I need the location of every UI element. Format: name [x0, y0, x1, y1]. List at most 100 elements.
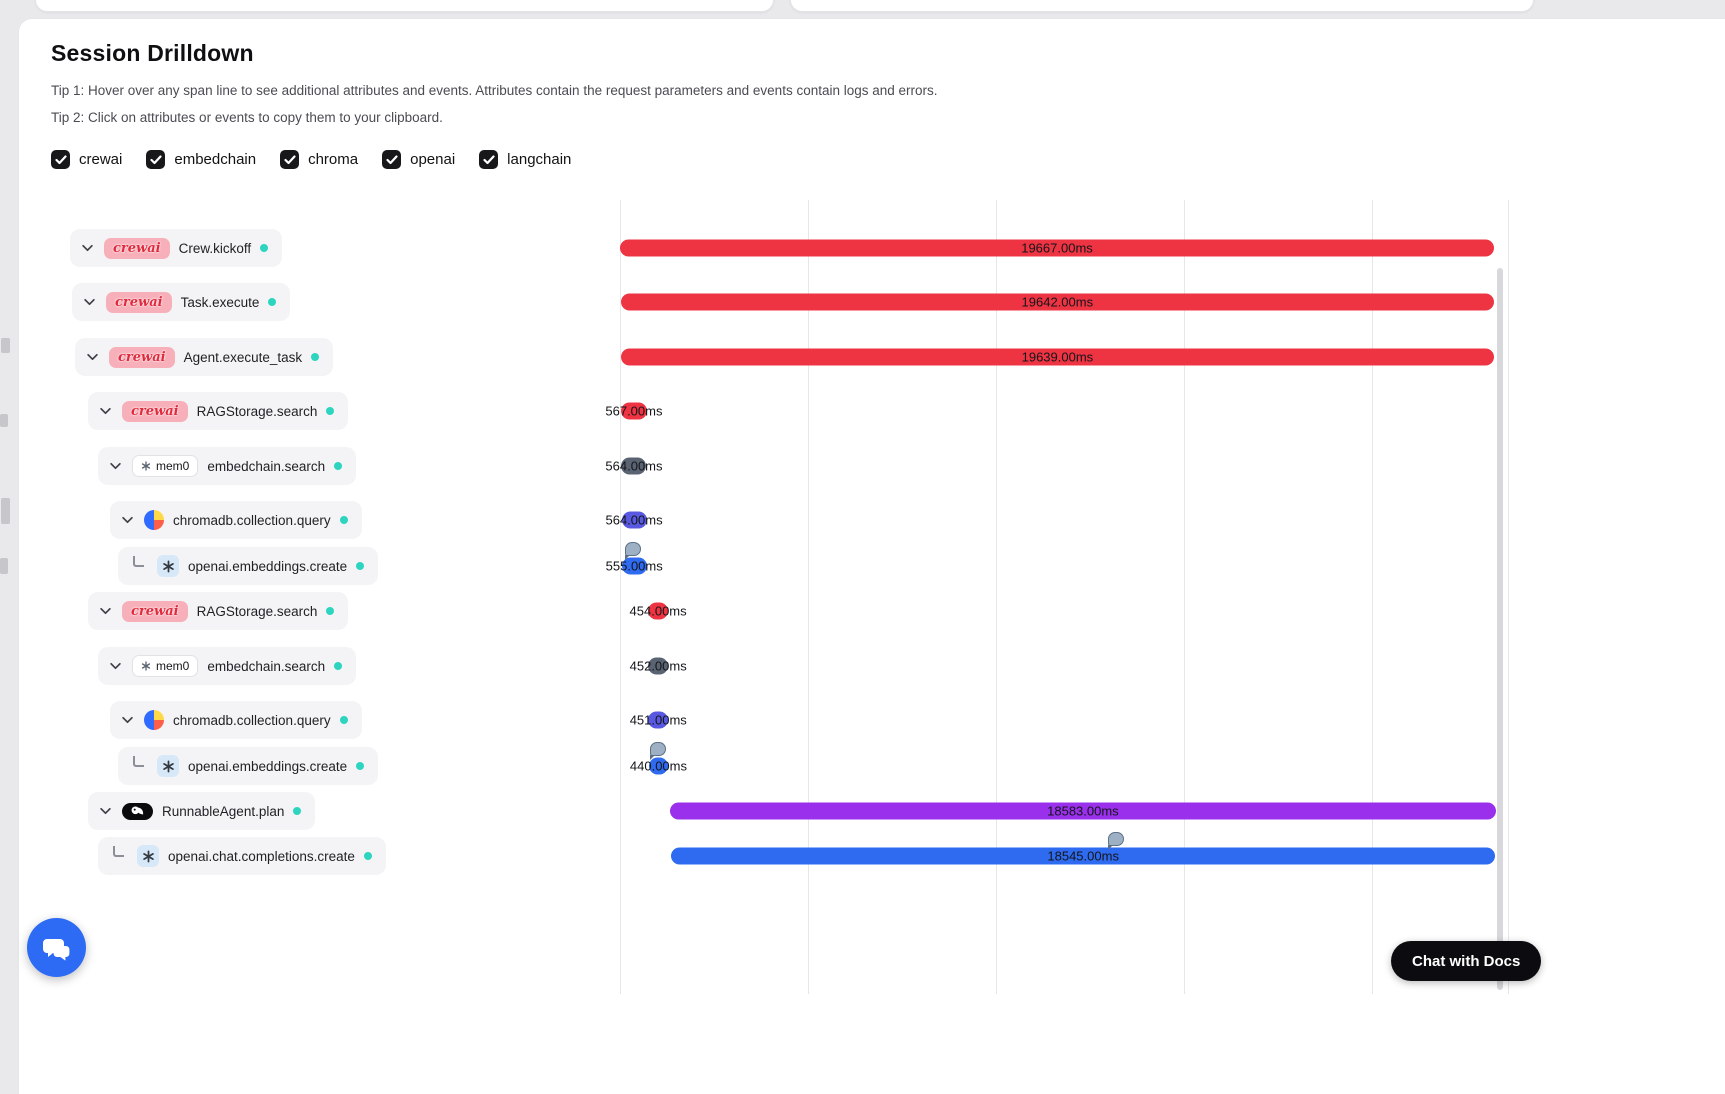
span-duration: 19642.00ms: [1021, 294, 1094, 310]
span-bar[interactable]: [620, 293, 1494, 311]
span-row-header[interactable]: crewai RAGStorage.search: [88, 392, 349, 430]
chat-with-docs-button[interactable]: Chat with Docs: [1391, 941, 1542, 981]
span-name: RAGStorage.search: [196, 403, 318, 419]
span-row-header[interactable]: openai.chat.completions.create: [98, 837, 386, 875]
checkbox-checked-icon[interactable]: [479, 150, 499, 169]
checkbox-checked-icon[interactable]: [146, 150, 166, 169]
filter-label: openai: [410, 151, 456, 168]
mem0-label: mem0: [156, 459, 190, 473]
checkbox-checked-icon[interactable]: [51, 150, 70, 169]
span-row-header[interactable]: openai.embeddings.create: [118, 547, 379, 585]
gridline: [1372, 200, 1373, 994]
span-row-header[interactable]: crewai RAGStorage.search: [88, 592, 349, 630]
filter-bar: crewai embedchain chroma openai langchain: [51, 150, 571, 169]
chevron-down-icon[interactable]: [120, 513, 135, 527]
filter-label: langchain: [507, 151, 572, 168]
event-bubble-icon[interactable]: [1108, 832, 1125, 850]
chevron-down-icon[interactable]: [108, 659, 123, 673]
span-duration: 564.00ms: [605, 512, 663, 528]
crewai-logo-icon: crewai: [106, 291, 172, 313]
trace-row: openai.embeddings.create 555.00ms: [0, 539, 1725, 593]
span-bar[interactable]: [669, 802, 1496, 820]
span-bar[interactable]: [621, 348, 1494, 366]
mem0-asterisk-icon: [141, 461, 151, 471]
span-bar[interactable]: [648, 657, 669, 675]
span-bar[interactable]: [620, 239, 1494, 257]
span-row-header[interactable]: crewai Agent.execute_task: [75, 338, 334, 376]
mem0-logo-badge: mem0: [132, 655, 199, 677]
trace-row: crewai RAGStorage.search 567.00ms: [0, 384, 1725, 438]
filter-crewai[interactable]: crewai: [51, 150, 122, 169]
status-dot: [311, 353, 320, 361]
span-row-header[interactable]: mem0 embedchain.search: [98, 447, 357, 485]
event-bubble-icon[interactable]: [649, 742, 666, 760]
span-row-header[interactable]: openai.embeddings.create: [118, 747, 379, 785]
tip1-text: Tip 1: Hover over any span line to see a…: [51, 83, 938, 98]
span-bar[interactable]: [647, 602, 669, 620]
span-row-header[interactable]: RunnableAgent.plan: [88, 792, 316, 830]
chevron-down-icon[interactable]: [98, 804, 113, 818]
span-duration: 564.00ms: [605, 458, 663, 474]
chat-widget-button[interactable]: [27, 918, 86, 977]
left-edge-fragment: [0, 414, 8, 427]
span-bar[interactable]: [621, 511, 647, 529]
crewai-logo-icon: crewai: [122, 400, 188, 422]
event-bubble-icon[interactable]: [624, 542, 641, 560]
chroma-logo-icon: [144, 710, 164, 730]
span-row-header[interactable]: chromadb.collection.query: [110, 501, 362, 539]
span-bar[interactable]: [648, 757, 669, 775]
span-duration: 454.00ms: [629, 603, 687, 619]
filter-label: crewai: [79, 151, 123, 168]
gridline: [1184, 200, 1185, 994]
span-bar[interactable]: [648, 711, 669, 729]
filter-embedchain[interactable]: embedchain: [146, 150, 256, 169]
span-row-header[interactable]: crewai Task.execute: [72, 283, 291, 321]
left-edge-fragment: [1, 338, 10, 353]
filter-langchain[interactable]: langchain: [479, 150, 571, 169]
span-name: Agent.execute_task: [183, 349, 303, 365]
span-name: embedchain.search: [207, 458, 326, 474]
trace-row: mem0 embedchain.search 564.00ms: [0, 439, 1725, 493]
checkbox-checked-icon[interactable]: [382, 150, 402, 169]
span-name: RAGStorage.search: [196, 603, 318, 619]
chevron-down-icon[interactable]: [80, 241, 95, 255]
span-row-header[interactable]: mem0 embedchain.search: [98, 647, 357, 685]
mem0-logo-badge: mem0: [132, 455, 199, 477]
span-bar[interactable]: [621, 402, 647, 420]
filter-openai[interactable]: openai: [382, 150, 455, 169]
span-duration: 451.00ms: [629, 712, 687, 728]
vertical-scrollbar[interactable]: [1497, 268, 1503, 990]
span-name: embedchain.search: [207, 658, 326, 674]
filter-label: embedchain: [174, 151, 257, 168]
gridline: [996, 200, 997, 994]
span-row-header[interactable]: crewai Crew.kickoff: [70, 229, 283, 267]
tree-elbow-icon: [133, 555, 144, 567]
span-bar[interactable]: [671, 847, 1496, 865]
trace-row: chromadb.collection.query 451.00ms: [0, 693, 1725, 747]
span-bar[interactable]: [621, 457, 647, 475]
chevron-down-icon[interactable]: [82, 295, 97, 309]
span-bar[interactable]: [621, 557, 647, 575]
trace-row: openai.embeddings.create 440.00ms: [0, 739, 1725, 793]
span-name: chromadb.collection.query: [173, 512, 331, 528]
tree-elbow-icon: [113, 845, 124, 857]
chevron-down-icon[interactable]: [120, 713, 135, 727]
status-dot: [356, 562, 365, 570]
status-dot: [268, 298, 277, 306]
top-card-right: [790, 0, 1534, 12]
filter-chroma[interactable]: chroma: [280, 150, 358, 169]
crewai-logo-icon: crewai: [122, 600, 188, 622]
span-duration: 19667.00ms: [1021, 240, 1093, 256]
span-name: openai.chat.completions.create: [168, 848, 355, 864]
span-name: openai.embeddings.create: [188, 558, 348, 574]
chevron-down-icon[interactable]: [85, 350, 100, 364]
chevron-down-icon[interactable]: [98, 604, 113, 618]
mem0-label: mem0: [156, 659, 190, 673]
span-duration: 555.00ms: [605, 558, 663, 574]
span-row-header[interactable]: chromadb.collection.query: [110, 701, 362, 739]
chevron-down-icon[interactable]: [108, 459, 123, 473]
checkbox-checked-icon[interactable]: [280, 150, 300, 169]
chevron-down-icon[interactable]: [98, 404, 113, 418]
langchain-parrot-icon: [122, 802, 153, 820]
